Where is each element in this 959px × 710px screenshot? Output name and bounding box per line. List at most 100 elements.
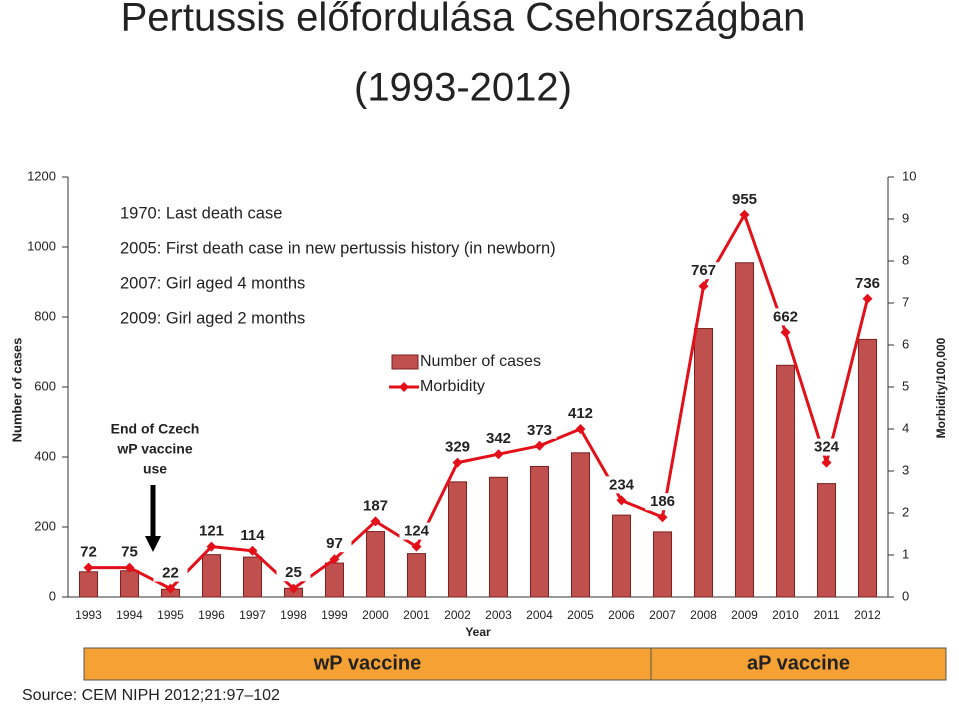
annotation: 2007: Girl aged 4 months xyxy=(120,274,305,292)
y2-tick-label: 0 xyxy=(902,588,909,603)
y-tick-label: 600 xyxy=(34,378,56,393)
x-tick-label: 2008 xyxy=(690,608,717,622)
bar xyxy=(570,452,591,598)
x-tick-label: 2000 xyxy=(362,608,389,622)
value-label-bg xyxy=(194,522,229,540)
value-label-bg xyxy=(235,526,270,544)
value-label-bg xyxy=(358,497,393,515)
marker xyxy=(657,512,668,523)
y2-tick-label: 7 xyxy=(902,294,909,309)
value-label: 22 xyxy=(162,565,179,582)
marker xyxy=(534,440,545,451)
x-tick-label: 1996 xyxy=(198,608,225,622)
marker xyxy=(780,327,791,338)
chart-title: Pertussis előfordulása Csehországban xyxy=(121,0,806,40)
y-tick-label: 0 xyxy=(49,588,56,603)
bar xyxy=(857,338,878,598)
y-tick-label: 200 xyxy=(34,518,56,533)
legend-label: Morbidity xyxy=(420,378,485,395)
arrow-note: use xyxy=(143,461,167,477)
value-label-bg xyxy=(399,522,434,540)
value-label-bg xyxy=(850,274,885,292)
bar xyxy=(78,571,99,598)
marker xyxy=(206,541,217,552)
y2-tick-label: 8 xyxy=(902,252,909,267)
y2-axis-label: Morbidity/100,000 xyxy=(934,337,948,438)
marker xyxy=(616,495,627,506)
bar xyxy=(488,476,509,598)
value-label-bg xyxy=(153,564,188,582)
bar xyxy=(611,514,632,598)
value-label-bg xyxy=(604,476,639,494)
value-label-bg xyxy=(645,493,680,511)
x-tick-label: 2011 xyxy=(814,608,840,622)
source: Source: CEM NIPH 2012;21:97–102 xyxy=(22,687,280,704)
x-tick-label: 2001 xyxy=(403,608,430,622)
y2-tick-label: 1 xyxy=(902,546,909,561)
x-tick-label: 1998 xyxy=(280,608,307,622)
value-label: 955 xyxy=(732,191,757,208)
bar xyxy=(447,481,468,598)
x-tick-label: 2007 xyxy=(649,608,676,622)
marker xyxy=(247,545,258,556)
x-axis-label: Year xyxy=(465,625,491,639)
marker xyxy=(370,516,381,527)
marker xyxy=(493,449,504,460)
value-label: 186 xyxy=(650,493,675,510)
bar xyxy=(365,531,386,598)
y2-tick-label: 2 xyxy=(902,504,909,519)
marker xyxy=(288,583,299,594)
value-label: 72 xyxy=(80,544,97,561)
value-label: 121 xyxy=(199,523,224,540)
annotation: 2005: First death case in new pertussis … xyxy=(120,239,556,257)
value-label: 114 xyxy=(240,527,265,544)
value-label-bg xyxy=(481,430,516,448)
y-axis-label: Number of cases xyxy=(9,338,24,443)
y2-tick-label: 4 xyxy=(902,420,909,435)
x-tick-label: 2004 xyxy=(526,608,553,622)
marker xyxy=(165,583,176,594)
value-label: 342 xyxy=(486,430,511,447)
bar xyxy=(406,553,427,598)
value-label: 662 xyxy=(773,308,798,325)
bar xyxy=(816,483,837,598)
bar xyxy=(693,328,714,598)
bar xyxy=(201,554,222,598)
value-label-bg xyxy=(522,421,557,439)
line xyxy=(88,211,869,591)
vaccine-period-label: wP vaccine xyxy=(313,652,421,674)
marker xyxy=(575,424,586,434)
value-label: 97 xyxy=(326,535,343,552)
value-label-bg xyxy=(768,308,803,326)
y2-tick-label: 5 xyxy=(902,378,909,393)
value-label: 124 xyxy=(404,523,430,540)
x-tick-label: 1994 xyxy=(116,608,143,622)
value-label-bg xyxy=(317,535,352,553)
bar xyxy=(734,262,755,598)
x-tick-label: 2005 xyxy=(567,608,594,622)
value-label-bg xyxy=(563,405,598,422)
y2-tick-label: 3 xyxy=(902,462,909,477)
value-label: 329 xyxy=(445,439,470,456)
x-tick-label: 1997 xyxy=(239,608,266,622)
x-tick-label: 2003 xyxy=(485,608,512,622)
bar xyxy=(652,531,673,598)
marker xyxy=(124,562,135,573)
marker xyxy=(862,293,873,304)
vaccine-period xyxy=(650,647,947,681)
arrow-note: wP vaccine xyxy=(116,441,192,457)
x-tick-label: 1993 xyxy=(75,608,102,622)
x-tick-label: 2012 xyxy=(854,608,881,622)
vaccine-period-label: aP vaccine xyxy=(747,652,850,674)
value-label: 324 xyxy=(814,439,840,456)
y-tick-label: 1200 xyxy=(27,168,56,183)
value-label-bg xyxy=(440,438,475,456)
x-tick-label: 1995 xyxy=(157,608,184,622)
bar xyxy=(242,556,263,598)
y2-tick-label: 10 xyxy=(902,168,916,183)
marker xyxy=(698,281,709,292)
y-tick-label: 800 xyxy=(34,308,56,323)
value-label-bg xyxy=(112,543,147,561)
